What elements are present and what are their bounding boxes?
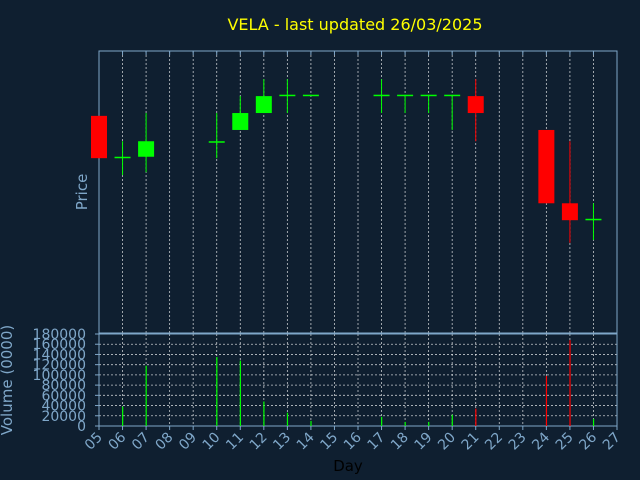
volume-axis-label: Volume (0000)	[0, 325, 16, 435]
volume-bar-26	[592, 418, 595, 426]
price-panel-frame	[98, 50, 618, 334]
volume-bar-19	[428, 421, 430, 426]
volume-y-tick-label: 0	[77, 419, 86, 435]
volume-bar-25	[569, 340, 571, 426]
volume-bar-07	[145, 365, 147, 426]
candle-body-26	[585, 218, 602, 221]
volume-bar-13	[286, 412, 289, 426]
chart-title: VELA - last updated 26/03/2025	[227, 15, 482, 34]
candle-body-25	[561, 203, 578, 221]
volume-bar-18	[404, 421, 406, 426]
volume-y-ticks: 0200004000060000800001000001200001400001…	[33, 327, 99, 435]
volume-bar-21	[475, 408, 477, 426]
volume-bar-14	[310, 420, 312, 426]
volume-y-tick-label: 140000	[33, 347, 86, 363]
candle-body-20	[444, 94, 461, 97]
candle-body-06	[114, 156, 131, 159]
candle-body-10	[208, 141, 225, 143]
candle-body-24	[538, 129, 555, 204]
price-candles	[91, 79, 602, 243]
candle-body-14	[302, 94, 319, 97]
candle-body-12	[255, 96, 272, 114]
candle-body-18	[397, 94, 414, 97]
candle-body-17	[373, 94, 390, 97]
volume-y-tick-label: 160000	[33, 337, 86, 353]
volume-y-tick-label: 40000	[41, 399, 86, 415]
volume-y-tick-label: 60000	[41, 388, 86, 404]
candle-body-07	[138, 141, 155, 157]
volume-bars	[122, 340, 595, 426]
candle-body-21	[467, 96, 484, 114]
candle-body-13	[279, 94, 296, 97]
x-axis-label: Day	[333, 457, 363, 475]
volume-bar-06	[122, 406, 124, 426]
volume-bar-12	[263, 401, 265, 426]
volume-bar-10	[216, 357, 218, 426]
volume-y-tick-label: 20000	[41, 409, 86, 425]
volume-bar-24	[545, 375, 548, 426]
volume-y-tick-label: 180000	[33, 327, 86, 343]
volume-bar-17	[381, 416, 383, 426]
volume-y-tick-label: 100000	[33, 368, 86, 384]
candle-body-05	[91, 115, 107, 159]
price-axis-label: Price	[73, 174, 91, 211]
volume-bar-20	[451, 414, 453, 426]
volume-y-tick-label: 80000	[41, 378, 86, 394]
volume-y-tick-label: 120000	[33, 358, 86, 374]
candle-body-11	[232, 113, 249, 130]
volume-bar-11	[239, 360, 241, 426]
candle-body-19	[420, 94, 437, 97]
